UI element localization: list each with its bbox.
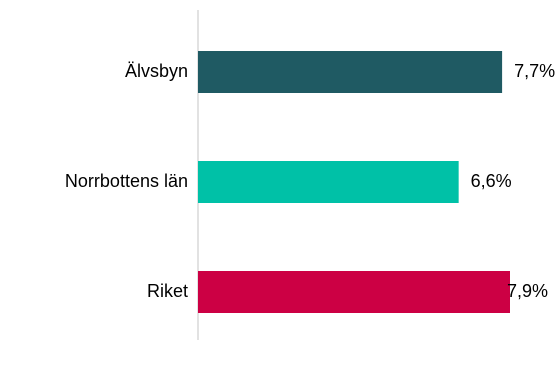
- bars-group: [198, 51, 510, 313]
- value-labels-group: 7,7% 6,6% 7,9%: [471, 61, 555, 301]
- bar-3: [198, 271, 510, 313]
- category-label-1: Älvsbyn: [125, 61, 188, 81]
- bar-1: [198, 51, 503, 93]
- value-label-1: 7,7%: [514, 61, 555, 81]
- category-label-3: Riket: [147, 281, 188, 301]
- category-label-2: Norrbottens län: [65, 171, 188, 191]
- category-labels-group: Älvsbyn Norrbottens län Riket: [65, 61, 188, 301]
- value-label-3: 7,9%: [507, 281, 548, 301]
- bar-2: [198, 161, 459, 203]
- value-label-2: 6,6%: [471, 171, 512, 191]
